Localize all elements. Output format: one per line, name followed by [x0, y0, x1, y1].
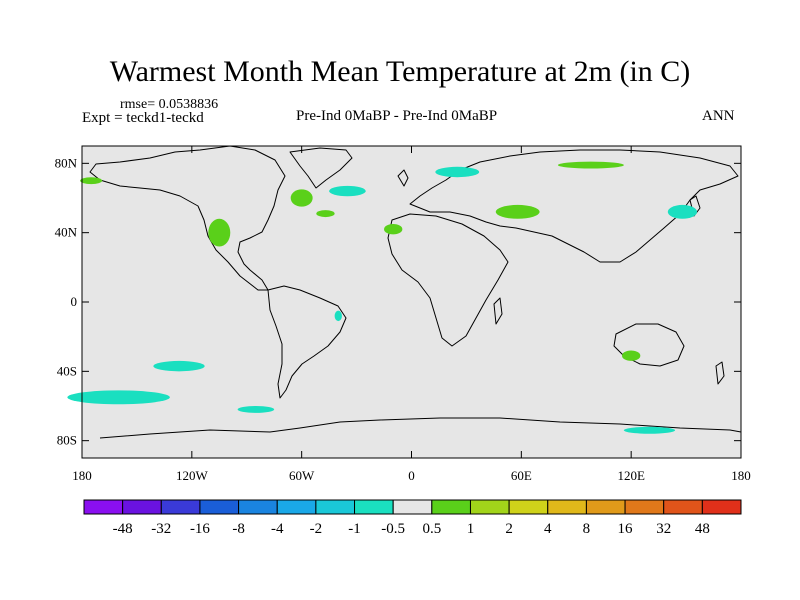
coast-south-america [267, 285, 347, 399]
anomaly-patch-3 [316, 210, 335, 218]
subtitle: Pre-Ind 0MaBP - Pre-Ind 0MaBP [296, 108, 498, 124]
colorbar-box-14 [624, 499, 665, 515]
lat-tick-label-3: 40S [57, 363, 77, 378]
coast-antarctica [99, 417, 742, 439]
anomaly-patch-0 [80, 177, 103, 185]
anomaly-patch-5 [495, 204, 540, 219]
coast-new-zealand [715, 361, 725, 385]
map-title: Warmest Month Mean Temperature at 2m (in… [109, 55, 691, 88]
anomaly-patch-4 [384, 224, 403, 235]
rmse-label: rmse= 0.0538836 [120, 97, 219, 112]
colorbar-label-7: -0.5 [381, 521, 405, 537]
lat-tick-label-4: 80S [57, 433, 77, 448]
colorbar-box-1 [122, 499, 162, 515]
colorbar-box-9 [431, 499, 471, 515]
lon-tick-label-5: 120E [617, 468, 645, 483]
map-panel [67, 145, 742, 459]
coast-australia [613, 323, 685, 367]
colorbar-box-8 [392, 499, 433, 515]
colorbar-label-11: 4 [544, 521, 552, 537]
colorbar-label-6: -1 [348, 521, 361, 537]
colorbar-box-12 [547, 499, 587, 515]
map-background [82, 146, 741, 458]
colorbar-box-4 [238, 499, 278, 515]
colorbar-label-8: 0.5 [422, 521, 441, 537]
colorbar-label-14: 32 [656, 521, 671, 537]
coast-africa [387, 213, 509, 347]
anomaly-patch-12 [435, 166, 480, 178]
colorbar-box-11 [508, 499, 549, 515]
anomaly-regions [67, 161, 698, 434]
anomaly-patch-14 [667, 204, 698, 219]
lon-tick-label-0: 180 [72, 468, 92, 483]
colorbar: -48 -32 -16 -8 -4 -2 -1 -0.5 0.5 1 2 4 8 16 32 48 [83, 499, 742, 537]
lat-tick-label-1: 40N [55, 225, 78, 240]
lon-tick-label-2: 60W [289, 468, 315, 483]
anomaly-patch-2 [290, 189, 313, 207]
axis-ticks: 80N 40N 0 40S 80S 180 120W 60W 0 60E 120E 180 [55, 146, 751, 483]
anomaly-patch-1 [208, 218, 231, 247]
anomaly-patch-10 [237, 406, 275, 413]
colorbar-box-13 [585, 499, 626, 515]
anomaly-patch-15 [334, 310, 342, 322]
lat-tick-label-0: 80N [55, 155, 78, 170]
lon-tick-label-1: 120W [176, 468, 209, 483]
lon-tick-label-4: 60E [511, 468, 532, 483]
colorbar-box-6 [315, 499, 356, 515]
colorbar-label-0: -48 [113, 521, 133, 537]
season-label: ANN [702, 108, 735, 124]
lon-tick-label-6: 180 [731, 468, 751, 483]
colorbar-label-10: 2 [505, 521, 513, 537]
colorbar-label-13: 16 [618, 521, 634, 537]
colorbar-box-2 [160, 499, 201, 515]
anomaly-patch-13 [329, 185, 366, 197]
colorbar-label-4: -4 [271, 521, 284, 537]
anomaly-patch-8 [153, 360, 205, 372]
anomaly-patch-6 [557, 161, 624, 169]
colorbar-label-9: 1 [467, 521, 475, 537]
colorbar-box-3 [199, 499, 240, 515]
lon-tick-label-3: 0 [408, 468, 415, 483]
colorbar-label-1: -32 [151, 521, 171, 537]
colorbar-label-2: -16 [190, 521, 210, 537]
coast-greenland [289, 147, 353, 189]
colorbar-label-12: 8 [583, 521, 591, 537]
anomaly-patch-7 [622, 350, 641, 361]
colorbar-box-0 [83, 499, 124, 515]
colorbar-box-5 [276, 499, 317, 515]
colorbar-box-7 [354, 499, 394, 515]
experiment-label: Expt = teckd1-teckd [82, 110, 204, 126]
colorbar-box-10 [469, 499, 510, 515]
colorbar-box-15 [663, 499, 703, 515]
coast-madagascar [493, 297, 503, 325]
lat-tick-label-2: 0 [71, 294, 78, 309]
colorbar-label-3: -8 [232, 521, 245, 537]
coast-north-america [89, 145, 286, 291]
coast-uk [397, 169, 409, 187]
colorbar-label-5: -2 [310, 521, 323, 537]
colorbar-label-15: 48 [695, 521, 710, 537]
colorbar-box-16 [701, 499, 742, 515]
anomaly-patch-11 [623, 426, 676, 434]
anomaly-patch-9 [67, 390, 170, 405]
